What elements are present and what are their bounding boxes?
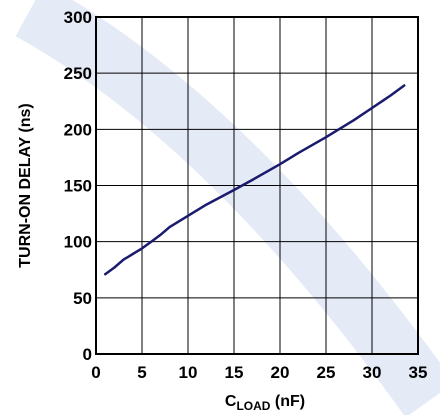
series-line <box>103 84 406 276</box>
y-tick-label: 300 <box>64 8 92 27</box>
y-tick-label: 150 <box>64 177 92 196</box>
y-tick-label: 250 <box>64 64 92 83</box>
x-tick-label: 15 <box>225 363 244 382</box>
y-tick-label: 0 <box>83 345 92 364</box>
y-axis-title: TURN-ON DELAY (ns) <box>17 103 34 267</box>
grid-lines <box>96 17 418 354</box>
series-layer <box>103 84 406 276</box>
y-tick-label: 200 <box>64 120 92 139</box>
plot-frame <box>95 16 419 355</box>
x-axis-title: CLOAD (nF) <box>225 393 305 413</box>
x-tick-label: 35 <box>409 363 428 382</box>
x-tick-label: 5 <box>137 363 146 382</box>
watermark-arc <box>15 0 440 415</box>
x-tick-label: 25 <box>317 363 336 382</box>
x-tick-label: 30 <box>363 363 382 382</box>
y-tick-label: 100 <box>64 233 92 252</box>
x-tick-label: 0 <box>91 363 100 382</box>
x-axis-title-main: C <box>225 393 237 410</box>
y-tick-label: 50 <box>73 289 92 308</box>
watermark <box>15 0 440 415</box>
tick-labels: 0 5 10 15 20 25 30 35 0 50 100 150 200 250 300 <box>64 8 428 382</box>
x-tick-label: 10 <box>179 363 198 382</box>
x-axis-title-unit: (nF) <box>270 393 305 410</box>
x-axis-title-sub: LOAD <box>236 399 270 413</box>
x-tick-label: 20 <box>271 363 290 382</box>
